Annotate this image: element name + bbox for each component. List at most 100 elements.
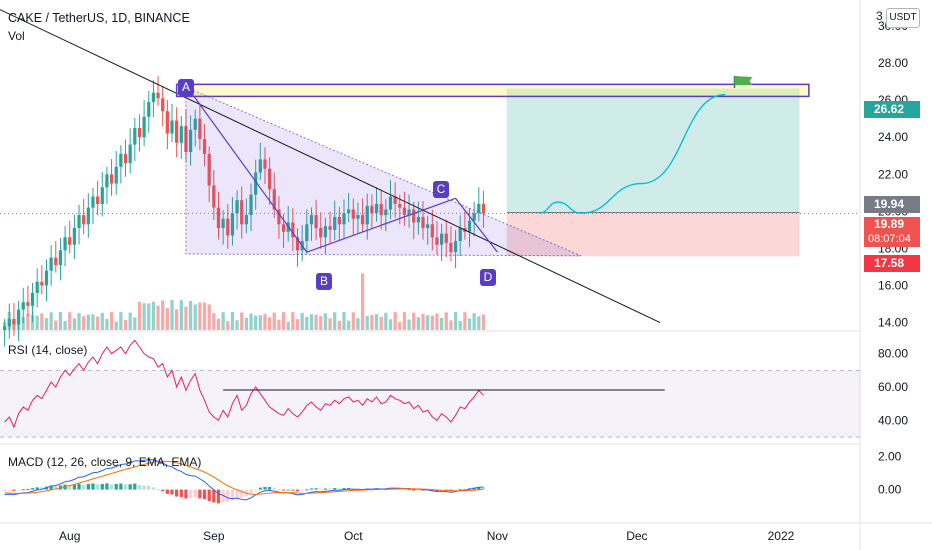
- volume-bar: [161, 300, 165, 330]
- volume-bar: [216, 318, 221, 330]
- candle-body: [416, 216, 421, 223]
- volume-bar: [453, 312, 458, 330]
- volume-bar: [472, 313, 476, 330]
- volume-bar: [230, 312, 235, 330]
- volume-bar: [179, 300, 183, 330]
- macd-histogram-bar: [7, 489, 11, 491]
- volume-bar: [105, 319, 109, 330]
- candle-body: [49, 257, 53, 271]
- volume-bar: [291, 312, 295, 330]
- volume-bar: [147, 303, 151, 330]
- projection-path: [539, 93, 726, 214]
- currency-unit-button[interactable]: USDT: [886, 8, 920, 28]
- macd-histogram-bar: [21, 489, 25, 491]
- candle-body: [7, 318, 11, 327]
- candle-body: [323, 226, 328, 238]
- candle-body: [193, 118, 197, 130]
- candle-body: [477, 203, 481, 214]
- candle-body: [184, 126, 188, 153]
- candle-body: [277, 209, 281, 225]
- candle-body: [119, 153, 123, 167]
- volume-bar: [184, 306, 188, 330]
- volume-bar: [128, 312, 132, 330]
- pattern-point-a[interactable]: A: [178, 79, 194, 96]
- macd-histogram-bar: [430, 489, 434, 491]
- macd-histogram-bar: [170, 489, 174, 495]
- macd-histogram-bar: [295, 489, 300, 492]
- macd-histogram-bar: [477, 487, 481, 490]
- macd-histogram-bar: [114, 483, 118, 490]
- volume-bar: [68, 312, 72, 330]
- macd-histogram-bar: [309, 488, 314, 490]
- macd-histogram-bar: [82, 484, 86, 490]
- time-tick-label: 2022: [768, 529, 795, 543]
- macd-histogram-bar: [463, 489, 467, 491]
- candle-body: [467, 220, 472, 232]
- macd-histogram-bar: [207, 489, 211, 502]
- macd-histogram-bar: [161, 489, 165, 492]
- candle-body: [402, 207, 407, 216]
- macd-histogram-bar: [458, 489, 462, 491]
- volume-bar: [77, 313, 81, 330]
- candle-body: [319, 228, 323, 238]
- volume-bar: [388, 319, 393, 330]
- macd-histogram-bar: [77, 483, 81, 490]
- pattern-point-b[interactable]: B: [316, 273, 332, 290]
- price-tick-label: 28.00: [878, 56, 908, 70]
- macd-histogram-bar: [254, 489, 258, 491]
- macd-histogram-bar: [272, 488, 276, 490]
- macd-histogram-bar: [3, 489, 7, 492]
- volume-label: Vol: [8, 29, 25, 43]
- volume-bar: [235, 320, 239, 330]
- level-price-tag: 19.94: [864, 196, 920, 213]
- macd-histogram-bar: [281, 489, 286, 491]
- volume-bar: [477, 316, 481, 330]
- candle-body: [314, 215, 318, 229]
- candle-body: [412, 209, 416, 223]
- volume-bar: [421, 313, 425, 330]
- macd-histogram-bar: [398, 489, 402, 491]
- volume-bar: [254, 315, 258, 330]
- rsi-tick-label: 60.00: [878, 380, 908, 394]
- last-price-tag: 19.89 08:07:04: [864, 217, 920, 247]
- candle-body: [240, 200, 244, 225]
- candle-body: [458, 228, 462, 242]
- macd-histogram-bar: [263, 486, 267, 490]
- time-tick-label: Nov: [487, 529, 508, 543]
- price-tick-label: 3: [876, 9, 883, 23]
- macd-histogram-bar: [175, 489, 179, 497]
- macd-histogram-bar: [128, 484, 132, 490]
- volume-bar: [137, 301, 142, 330]
- volume-bar: [444, 312, 448, 330]
- candle-body: [137, 127, 142, 138]
- candle-body: [263, 159, 267, 169]
- macd-histogram-bar: [305, 489, 309, 491]
- macd-histogram-bar: [156, 489, 160, 491]
- macd-histogram-bar: [151, 487, 156, 490]
- volume-bar: [175, 309, 179, 330]
- macd-histogram-bar: [216, 489, 221, 504]
- pattern-point-d[interactable]: D: [480, 269, 496, 286]
- price-tick-label: 16.00: [878, 279, 908, 293]
- volume-bar: [49, 312, 53, 330]
- macd-histogram-bar: [202, 489, 207, 500]
- macd-histogram-bar: [333, 488, 337, 490]
- volume-bar: [300, 312, 304, 330]
- candle-body: [95, 196, 100, 204]
- volume-bar: [333, 312, 337, 330]
- pattern-point-c[interactable]: C: [433, 181, 449, 198]
- time-tick-label: Sep: [203, 529, 225, 543]
- abcd-pattern-line: [185, 84, 498, 253]
- macd-histogram-bar: [30, 488, 35, 490]
- macd-histogram-bar: [267, 486, 272, 490]
- macd-histogram-bar: [12, 489, 16, 491]
- volume-bar: [351, 312, 355, 330]
- time-tick-label: Oct: [344, 529, 363, 543]
- volume-bar: [114, 321, 118, 330]
- time-tick-label: Aug: [59, 529, 80, 543]
- candle-body: [337, 216, 341, 225]
- volume-bar: [212, 313, 216, 330]
- candle-body: [128, 144, 132, 164]
- macd-histogram-bar: [142, 485, 146, 490]
